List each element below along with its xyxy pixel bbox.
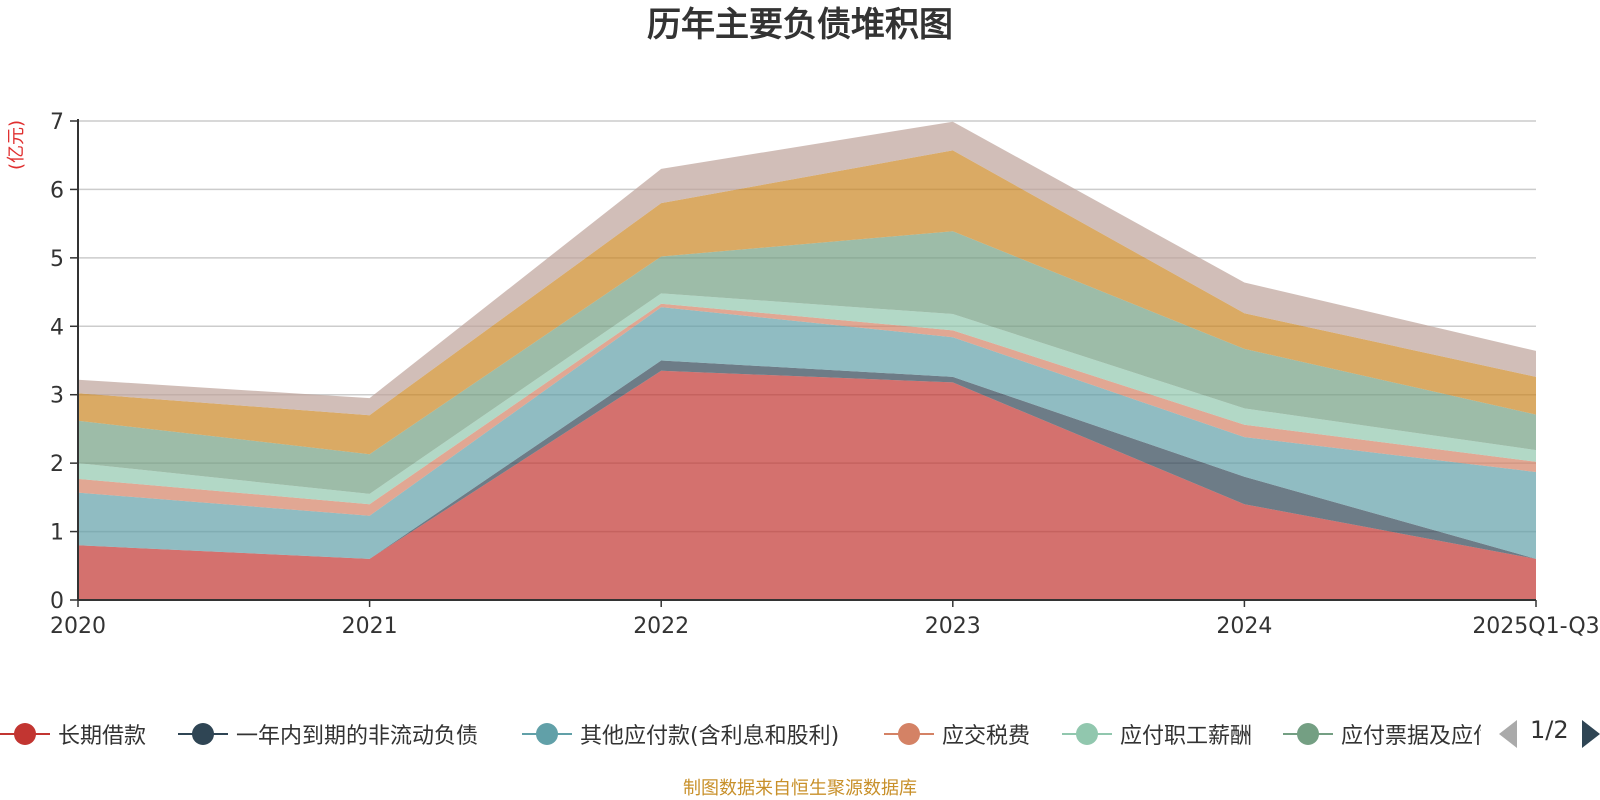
- y-tick-label: 5: [50, 247, 64, 272]
- legend-item[interactable]: 一年内到期的非流动负债: [178, 714, 478, 754]
- legend-label: 长期借款: [58, 724, 147, 749]
- legend-marker: [1062, 719, 1112, 749]
- area-series-1[interactable]: [78, 370, 1536, 600]
- legend-label: 应付票据及应付账款: [1341, 724, 1481, 749]
- legend: 长期借款 一年内到期的非流动负债 其他应付款(含利息和股利) 应交税费 应付职工薪酬 应…: [0, 714, 1600, 754]
- legend-marker: [884, 719, 934, 749]
- legend-label: 一年内到期的非流动负债: [236, 724, 479, 749]
- y-tick-label: 2: [50, 452, 64, 477]
- y-tick-label: 0: [50, 589, 64, 614]
- y-tick-label: 7: [50, 110, 64, 135]
- legend-item[interactable]: 长期借款: [0, 714, 146, 754]
- x-tick-label: 2025Q1-Q3: [1472, 614, 1599, 639]
- axis-layer: 2020 2021 2022 2023 2024 2025Q1-Q3: [50, 119, 1600, 639]
- legend-label: 其他应付款(含利息和股利): [580, 724, 840, 749]
- x-tick-label: 2020: [50, 614, 106, 639]
- chart-title: 历年主要负债堆积图: [647, 5, 953, 45]
- area-series-6[interactable]: [78, 231, 1536, 494]
- data-source-note: 制图数据来自恒生聚源数据库: [683, 778, 917, 799]
- y-tick-label: 4: [50, 315, 64, 340]
- stacked-area-chart: 0 1 2 3 4 5 6 7 2020 2021 2022 2023 2024 2025Q1-Q3 (…: [6, 110, 1600, 639]
- area-series-3[interactable]: [78, 307, 1536, 559]
- y-tick-label: 1: [50, 521, 64, 546]
- legend-item-clipped[interactable]: 应付票据及应付账款: [1283, 714, 1481, 754]
- x-tick-label: 2024: [1216, 614, 1272, 639]
- x-tick-label: 2023: [925, 614, 981, 639]
- legend-label: 应付职工薪酬: [1120, 724, 1253, 749]
- area-series-7[interactable]: [78, 150, 1536, 455]
- legend-item[interactable]: 其他应付款(含利息和股利): [522, 714, 839, 754]
- legend-label: 应交税费: [942, 724, 1031, 749]
- area-series-5[interactable]: [78, 293, 1536, 505]
- legend-item[interactable]: 应付职工薪酬: [1062, 714, 1252, 754]
- legend-next-page-button[interactable]: [1582, 720, 1600, 748]
- legend-prev-page-button[interactable]: [1499, 720, 1517, 748]
- legend-page-indicator: 1/2: [1530, 716, 1569, 744]
- legend-marker: [1283, 719, 1333, 749]
- legend-marker: [522, 719, 572, 749]
- x-tick-label: 2022: [633, 614, 689, 639]
- legend-item[interactable]: 应交税费: [884, 714, 1030, 754]
- legend-marker: [178, 719, 228, 749]
- y-tick-label: 6: [50, 178, 64, 203]
- y-tick-label: 3: [50, 384, 64, 409]
- area-layer: [78, 121, 1536, 600]
- area-series-4[interactable]: [78, 303, 1536, 516]
- legend-marker: [0, 719, 50, 749]
- area-series-8[interactable]: [78, 121, 1536, 416]
- x-tick-label: 2021: [342, 614, 398, 639]
- y-axis-label: (亿元): [6, 120, 27, 170]
